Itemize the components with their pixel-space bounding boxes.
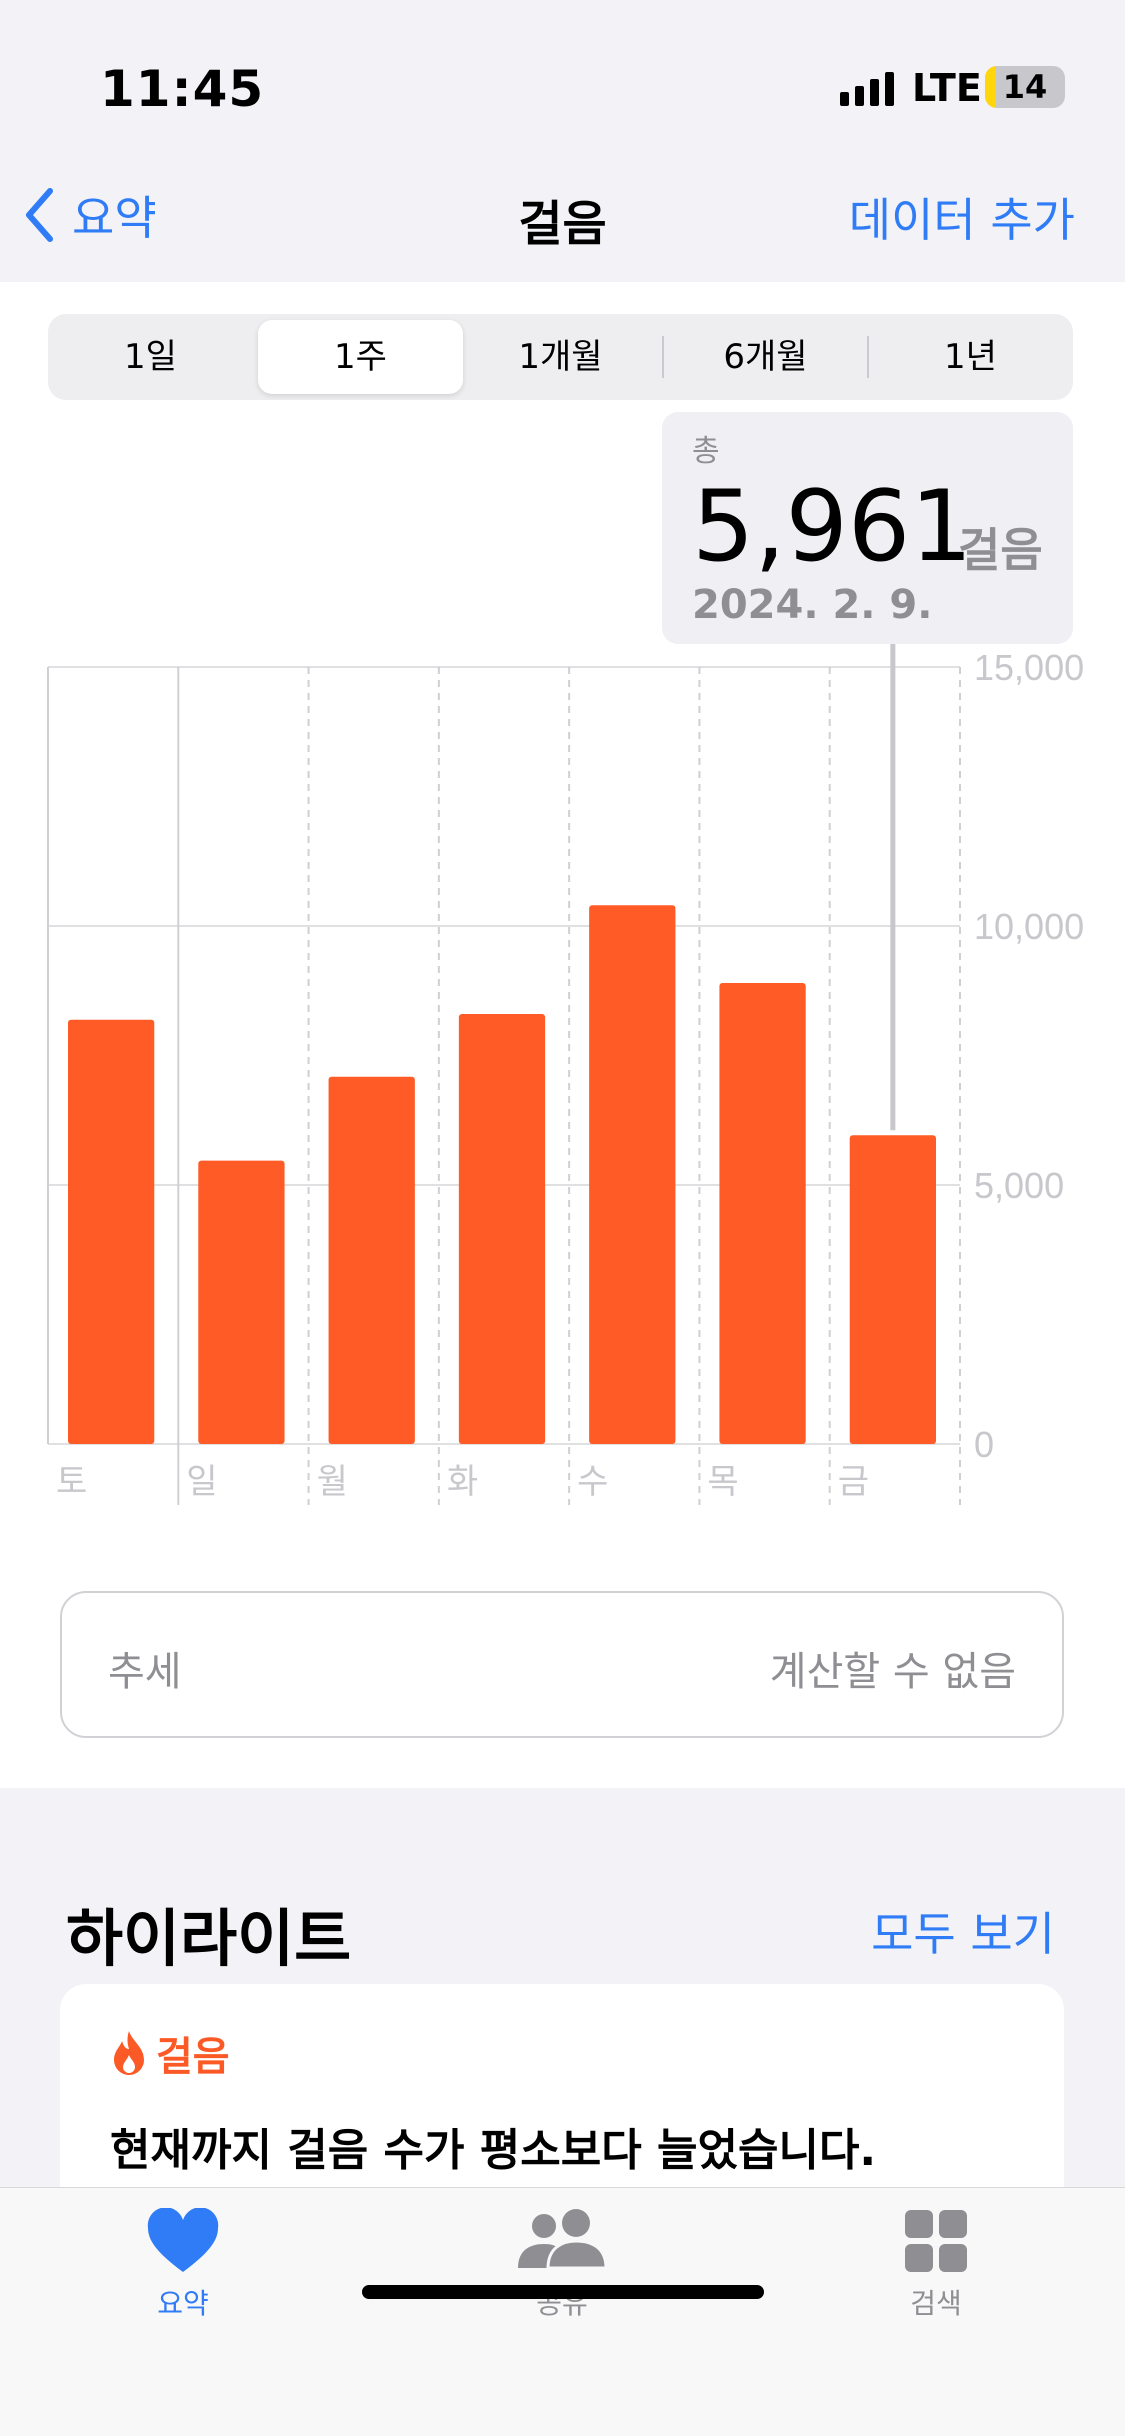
y-tick-label: 15,000 <box>974 647 1084 688</box>
range-segmented-control: 1일 1주 1개월 6개월 1년 <box>48 314 1073 400</box>
battery-icon: 14 <box>985 66 1065 108</box>
battery-fill <box>985 66 997 108</box>
bar-목[interactable] <box>719 982 806 1444</box>
selection-tooltip: 총 5,961 걸음 2024. 2. 9. <box>662 412 1073 644</box>
trend-row[interactable]: 추세 계산할 수 없음 <box>60 1591 1064 1738</box>
tab-summary[interactable]: 요약 <box>83 2208 283 2322</box>
back-label: 요약 <box>72 191 157 245</box>
x-tick-label: 화 <box>447 1462 478 1502</box>
battery-level: 14 <box>1002 68 1048 106</box>
steps-bar-chart[interactable]: 0 5,000 10,000 15,000 토 일 월 화 수 목 금 <box>0 640 1125 1520</box>
y-tick-label: 0 <box>974 1424 994 1465</box>
status-time: 11:45 <box>100 60 265 118</box>
segment-1-year[interactable]: 1년 <box>944 337 997 377</box>
signal-icon <box>840 70 894 106</box>
tooltip-date: 2024. 2. 9. <box>692 582 933 628</box>
x-tick-label: 수 <box>577 1462 608 1502</box>
bar-월[interactable] <box>328 1076 415 1444</box>
segment-1-month[interactable]: 1개월 <box>518 337 603 377</box>
heart-icon <box>147 2208 219 2272</box>
tab-summary-label: 요약 <box>157 2287 209 2320</box>
trend-label: 추세 <box>108 1649 182 1695</box>
home-indicator <box>362 2285 764 2299</box>
tab-browse[interactable]: 검색 <box>836 2208 1036 2322</box>
bar-일[interactable] <box>198 1160 285 1444</box>
highlight-category: 걸음 <box>110 2024 230 2082</box>
y-tick-label: 5,000 <box>974 1165 1064 1206</box>
page-title: 걸음 <box>518 196 607 252</box>
highlights-title: 하이라이트 <box>66 1902 352 1975</box>
flame-icon <box>114 2031 144 2075</box>
divider <box>662 336 664 378</box>
chevron-left-icon <box>26 188 53 242</box>
tab-bar: 요약 공유 검색 <box>0 2187 1125 2436</box>
x-tick-label: 월 <box>317 1462 348 1502</box>
divider <box>867 336 869 378</box>
bar-금[interactable] <box>849 1135 936 1444</box>
trend-value: 계산할 수 없음 <box>769 1649 1016 1695</box>
tooltip-label: 총 <box>692 434 720 469</box>
segment-6-months[interactable]: 6개월 <box>723 337 808 377</box>
bar-수[interactable] <box>589 905 676 1444</box>
tooltip-value: 5,961 <box>692 470 973 584</box>
bar-화[interactable] <box>458 1014 546 1444</box>
add-data-button[interactable]: 데이터 추가 <box>848 193 1075 247</box>
x-tick-label: 금 <box>838 1462 869 1502</box>
x-tick-label: 토 <box>56 1462 87 1502</box>
see-all-link[interactable]: 모두 보기 <box>871 1907 1055 1961</box>
highlight-category-label: 걸음 <box>156 2034 230 2080</box>
y-tick-label: 10,000 <box>974 906 1084 947</box>
segment-1-day[interactable]: 1일 <box>124 337 177 377</box>
highlight-text: 현재까지 걸음 수가 평소보다 늘었습니다. <box>110 2125 877 2176</box>
bar-토[interactable] <box>68 1019 155 1444</box>
tab-sharing[interactable]: 공유 <box>462 2208 662 2322</box>
segment-1-week[interactable]: 1주 <box>258 320 463 394</box>
x-tick-label: 목 <box>707 1462 738 1502</box>
network-label: LTE <box>912 66 982 110</box>
tooltip-unit: 걸음 <box>958 523 1043 577</box>
back-button[interactable]: 요약 <box>24 182 157 248</box>
x-tick-label: 일 <box>186 1462 217 1502</box>
people-icon <box>518 2209 608 2270</box>
tab-browse-label: 검색 <box>910 2287 962 2320</box>
grid-icon <box>905 2210 967 2272</box>
